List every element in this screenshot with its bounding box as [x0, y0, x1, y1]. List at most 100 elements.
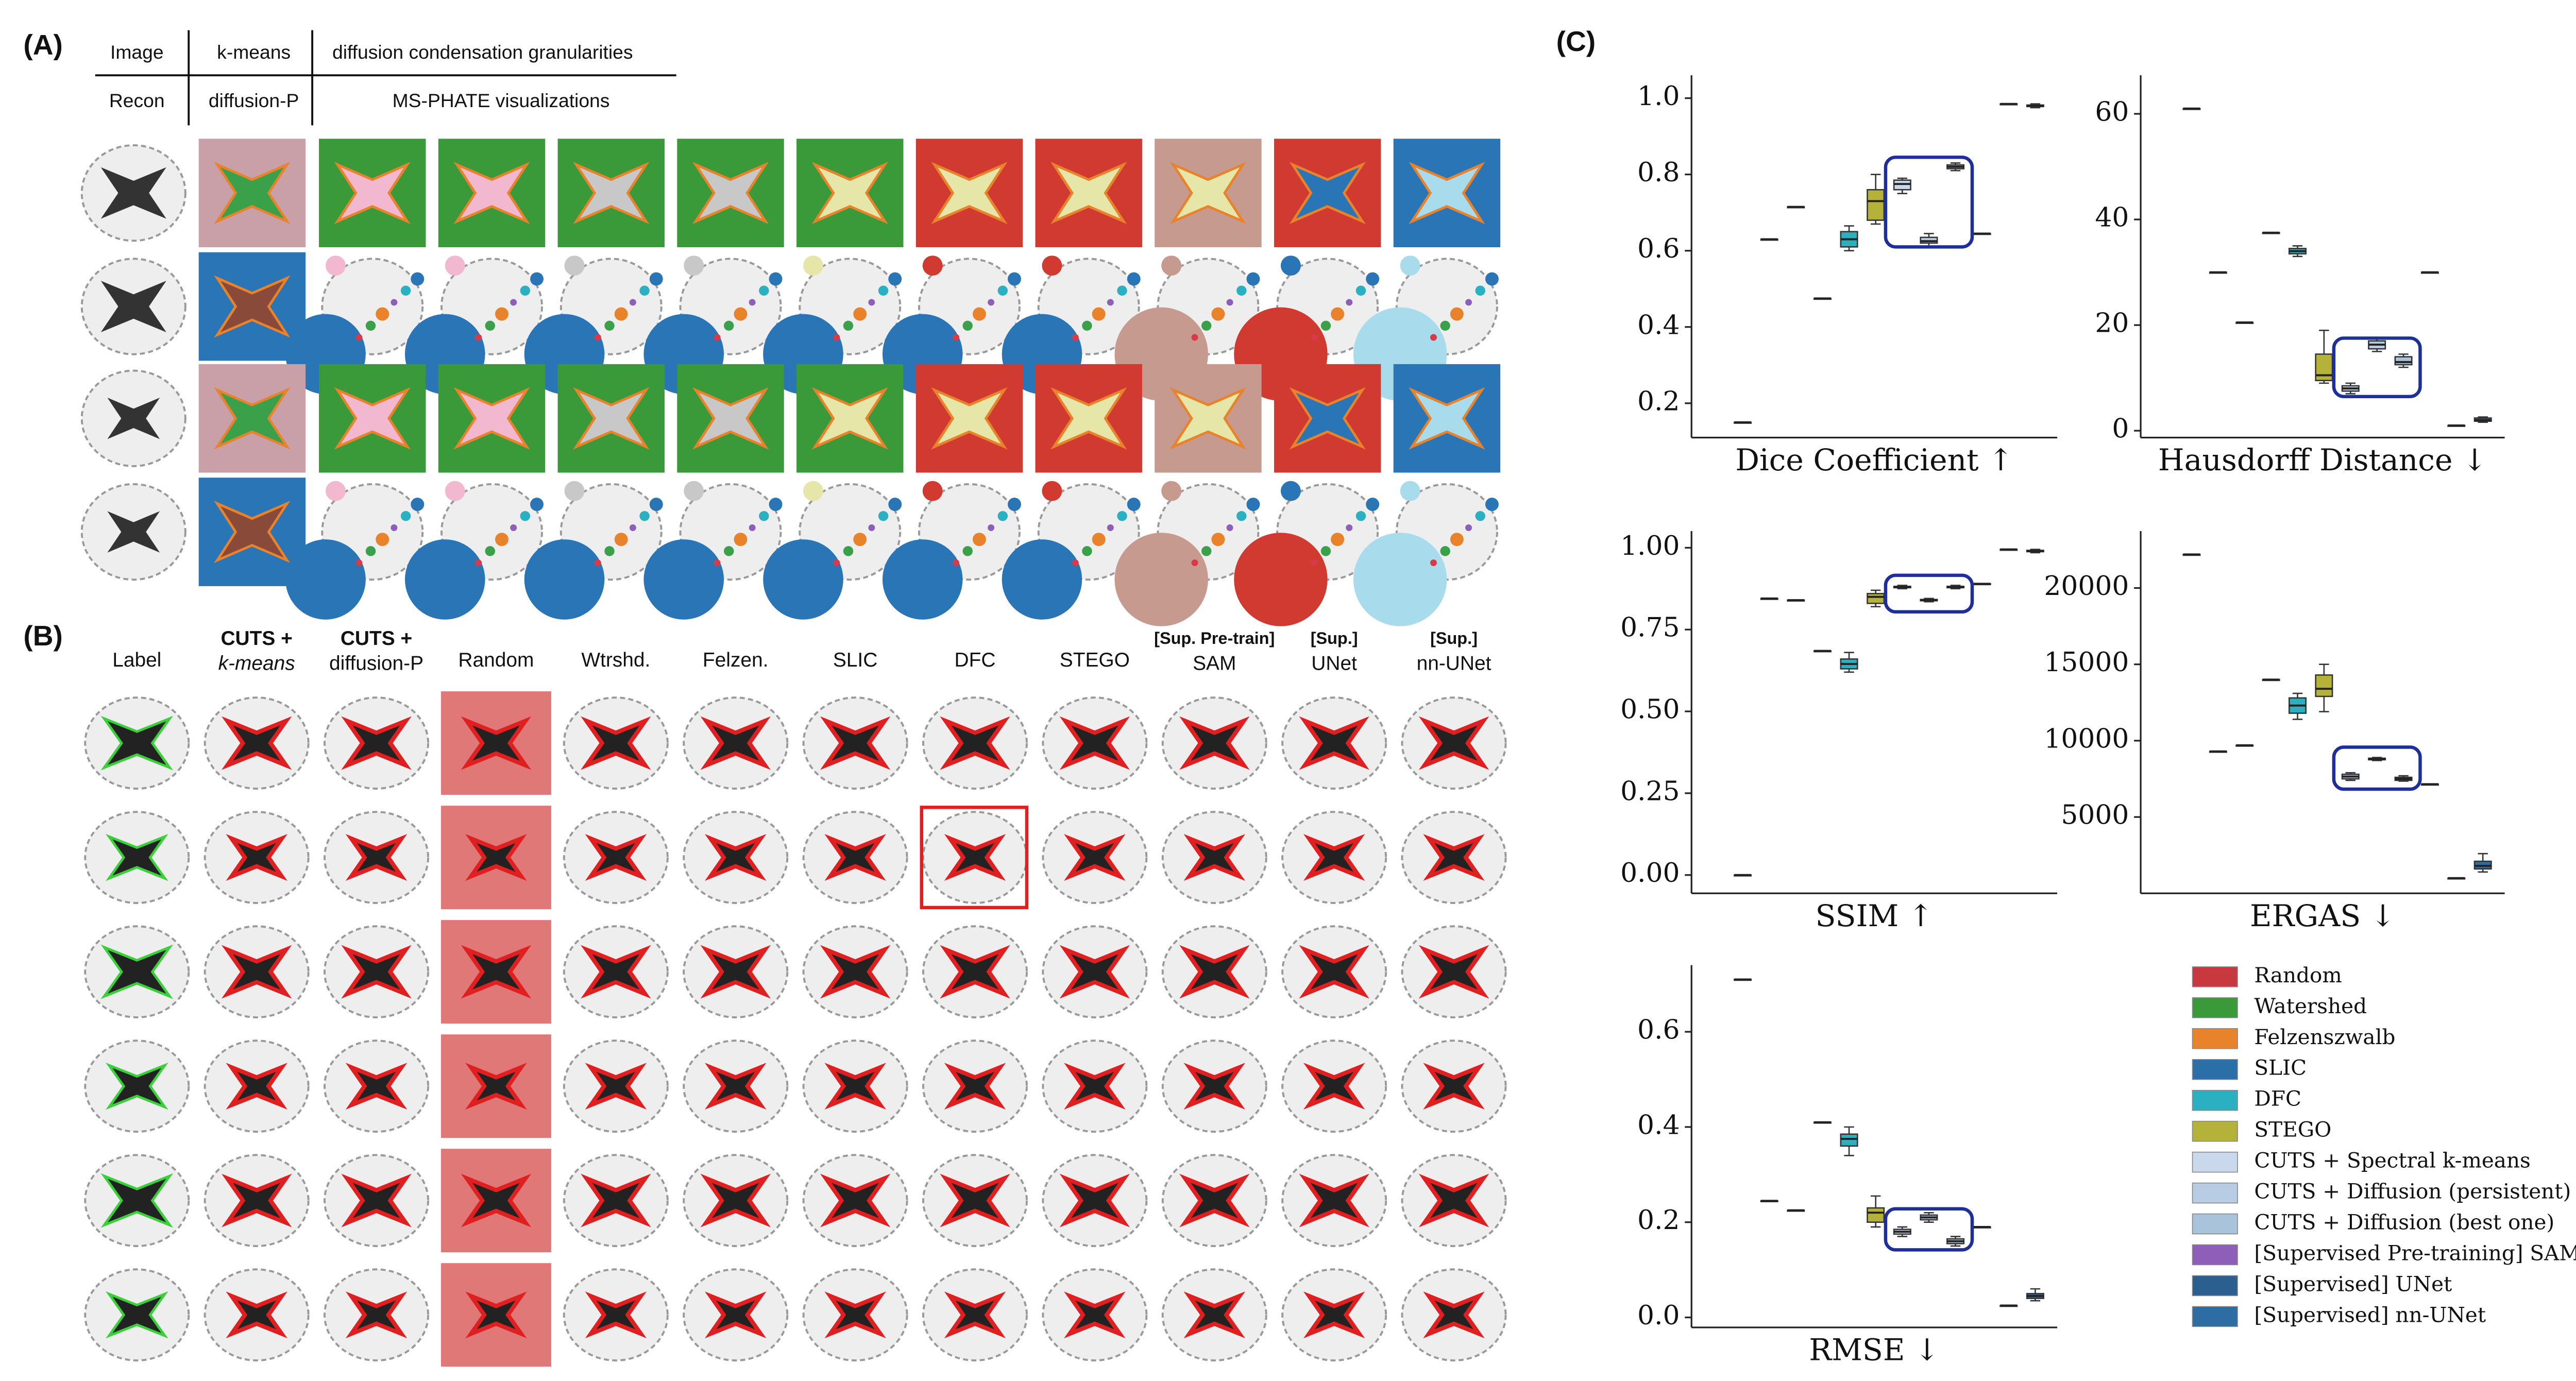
segment — [214, 162, 291, 225]
y-tick-label: 10000 — [2044, 723, 2129, 754]
thumbnail — [81, 691, 192, 795]
phate-node — [734, 533, 748, 547]
phate-node — [530, 498, 544, 512]
phate-node — [1191, 334, 1198, 341]
box — [1867, 593, 1885, 604]
box-plot — [1813, 297, 1832, 300]
header-text: k-means — [217, 41, 291, 63]
box-plot — [1893, 177, 1911, 194]
ventricle — [465, 1291, 527, 1339]
segment — [1289, 162, 1366, 225]
y-tick-label: 1.00 — [1620, 531, 1680, 561]
box-plot — [2262, 231, 2280, 234]
x-axis-label: ERGAS ↓ — [2250, 898, 2396, 933]
ventricle — [341, 1173, 412, 1227]
phate-node — [759, 285, 769, 296]
y-tick-label: 40 — [2095, 202, 2129, 233]
thumbnail — [680, 920, 791, 1024]
thumbnail — [920, 1034, 1030, 1138]
ventricle — [581, 1173, 651, 1227]
phate-node — [475, 334, 482, 341]
box-plot — [1946, 162, 1965, 172]
column-label: k-means — [218, 653, 295, 675]
phate-node — [400, 285, 411, 296]
ventricle — [940, 716, 1010, 770]
segment — [931, 162, 1008, 225]
box — [2394, 356, 2413, 366]
box-plot — [1787, 1209, 1805, 1212]
ventricle — [1179, 716, 1250, 770]
phate-node — [1082, 546, 1092, 556]
ventricle — [1059, 945, 1130, 999]
thumbnail — [1279, 806, 1389, 910]
phate-node — [962, 546, 973, 556]
legend-swatch — [2192, 966, 2238, 987]
phate-node — [445, 255, 465, 276]
box-plot — [2026, 103, 2044, 109]
ventricle — [465, 1063, 527, 1110]
thumbnail — [440, 1149, 551, 1253]
phate-node — [1346, 299, 1353, 306]
box-plot — [2394, 353, 2413, 368]
phate-node — [972, 533, 986, 547]
phate-node — [714, 334, 721, 341]
header-text: diffusion-P — [209, 90, 299, 111]
phate-node — [1117, 285, 1127, 296]
box-plot — [1760, 238, 1778, 241]
column-label: Label — [112, 649, 161, 671]
thumbnail — [440, 1263, 551, 1367]
phate-node — [639, 285, 650, 296]
ventricle — [221, 1173, 292, 1227]
highlight — [2332, 745, 2422, 791]
ventricle — [221, 945, 292, 999]
phate-node — [1092, 533, 1106, 547]
box-plot — [1813, 650, 1832, 653]
thumbnail — [920, 691, 1030, 795]
box-plot — [2447, 877, 2466, 880]
legend-swatch — [2192, 1089, 2238, 1111]
thumbnail — [1159, 1149, 1270, 1253]
box-plot — [1760, 1200, 1778, 1203]
segment — [573, 387, 650, 450]
phate-node — [404, 539, 485, 620]
thumbnail — [1399, 806, 1509, 910]
thumbnail — [1353, 478, 1501, 626]
thumbnail — [319, 364, 426, 473]
ventricle — [824, 834, 886, 881]
box-plot — [1893, 585, 1911, 590]
column-label: SLIC — [833, 649, 877, 671]
y-tick-label: 1.0 — [1637, 81, 1680, 112]
y-tick-label: 20000 — [2044, 571, 2129, 602]
legend-label: [Supervised] UNet — [2254, 1271, 2452, 1296]
thumbnail — [800, 691, 911, 795]
thumbnail — [438, 139, 546, 247]
phate-node — [843, 320, 854, 331]
thumbnail — [440, 806, 551, 910]
thumbnail — [440, 691, 551, 795]
thumbnail — [201, 1263, 312, 1367]
phate-node — [1320, 320, 1331, 331]
y-tick-label: 0.6 — [1637, 1015, 1680, 1046]
box-plot — [2026, 1288, 2044, 1302]
box-plot — [1920, 598, 1938, 603]
thumbnail — [796, 139, 904, 247]
ventricle — [1064, 834, 1126, 881]
phate-node — [564, 255, 585, 276]
legend-label: CUTS + Diffusion (persistent) — [2254, 1179, 2571, 1204]
segment — [811, 387, 888, 450]
phate-node — [803, 255, 823, 276]
thumbnail — [1399, 1034, 1509, 1138]
thumbnail — [561, 691, 671, 795]
phate-node — [1246, 498, 1260, 512]
phate-node — [604, 546, 615, 556]
legend-label: Felzenszwalb — [2254, 1025, 2395, 1049]
box-plot — [2026, 549, 2044, 554]
thumbnail — [680, 806, 791, 910]
ventricle — [105, 1062, 168, 1110]
ventricle — [1059, 1173, 1130, 1227]
ventricle — [700, 945, 771, 999]
phate-node — [922, 255, 943, 276]
phate-node — [391, 299, 398, 306]
thumbnail — [561, 1263, 671, 1367]
